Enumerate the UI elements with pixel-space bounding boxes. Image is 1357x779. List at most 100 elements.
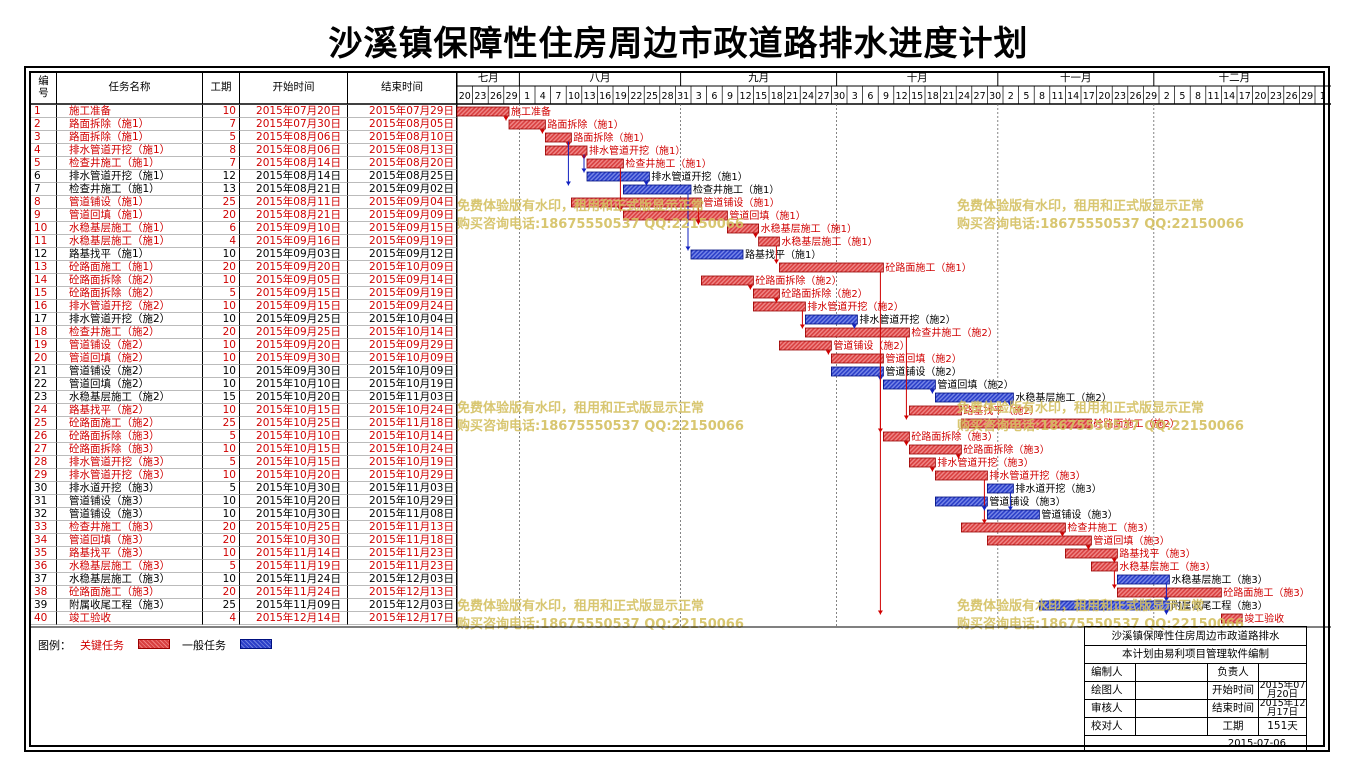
gantt-bar [1065, 548, 1118, 559]
info-checker-value [1135, 717, 1208, 736]
task-cell-start: 2015年09月16日 [240, 235, 348, 248]
task-cell-start: 2015年10月10日 [240, 378, 348, 391]
task-cell-dur: 10 [203, 339, 240, 352]
day-tick-label: 24 [802, 91, 814, 102]
task-cell-id: 32 [31, 508, 57, 521]
task-cell-dur: 10 [203, 508, 240, 521]
task-cell-name: 水稳基层施工（施2） [57, 391, 203, 404]
info-checker-label: 校对人 [1084, 717, 1136, 736]
task-cell-start: 2015年08月14日 [240, 157, 348, 170]
gantt-bar [909, 444, 962, 455]
task-cell-id: 27 [31, 443, 57, 456]
task-cell-name: 排水管道开挖（施2） [57, 313, 203, 326]
task-cell-dur: 8 [203, 144, 240, 157]
task-cell-name: 水稳基层施工（施1） [57, 235, 203, 248]
task-cell-start: 2015年10月15日 [240, 443, 348, 456]
legend-title: 图例： [38, 639, 71, 652]
task-cell-name: 排水管道开挖（施1） [57, 170, 203, 183]
task-cell-name: 砼路面拆除（施2） [57, 274, 203, 287]
month-label: 七月 [478, 72, 499, 84]
month-label: 十一月 [1060, 71, 1092, 84]
day-tick-label: 29 [1145, 91, 1157, 102]
gantt-bar-label: 竣工验收 [1244, 612, 1284, 625]
task-cell-id: 17 [31, 313, 57, 326]
gantt-bar-label: 砼路面施工（施3） [1223, 586, 1309, 599]
task-cell-dur: 10 [203, 443, 240, 456]
gantt-bar [690, 249, 744, 260]
gantt-bar [987, 483, 1014, 494]
task-cell-dur: 15 [203, 391, 240, 404]
task-cell-dur: 5 [203, 482, 240, 495]
task-cell-name: 砼路面拆除（施3） [57, 443, 203, 456]
task-cell-start: 2015年09月15日 [240, 287, 348, 300]
task-cell-name: 管道铺设（施2） [57, 339, 203, 352]
task-cell-name: 排水管道开挖（施3） [57, 469, 203, 482]
task-cell-start: 2015年07月30日 [240, 118, 348, 131]
task-cell-id: 2 [31, 118, 57, 131]
gantt-bar-label: 路基找平（施3） [1119, 547, 1195, 560]
task-cell-start: 2015年09月03日 [240, 248, 348, 261]
task-cell-id: 24 [31, 404, 57, 417]
task-cell-start: 2015年08月06日 [240, 131, 348, 144]
task-cell-name: 砼路面施工（施3） [57, 586, 203, 599]
gantt-bar [753, 288, 780, 299]
gantt-bar-label: 附属收尾工程（施3） [1171, 599, 1267, 612]
task-cell-id: 34 [31, 534, 57, 547]
day-tick-label: 5 [1179, 91, 1185, 102]
info-owner-label: 负责人 [1207, 663, 1259, 682]
task-cell-dur: 10 [203, 300, 240, 313]
gantt-bar [623, 184, 692, 195]
task-cell-name: 管道回填（施2） [57, 378, 203, 391]
task-cell-id: 26 [31, 430, 57, 443]
day-tick-label: 12 [896, 91, 908, 102]
task-cell-start: 2015年12月14日 [240, 612, 348, 625]
dependency-arrowhead [877, 428, 883, 433]
day-tick-label: 2 [1164, 91, 1170, 102]
day-tick-label: 30 [989, 91, 1001, 102]
month-label: 八月 [590, 72, 611, 84]
gantt-bar-label: 路基找平（施2） [963, 404, 1039, 417]
gantt-bar-label: 水稳基层施工（施2） [1015, 391, 1111, 404]
task-cell-start: 2015年11月14日 [240, 547, 348, 560]
task-cell-name: 路面拆除（施1） [57, 131, 203, 144]
task-cell-id: 40 [31, 612, 57, 625]
day-tick-label: 12 [740, 91, 752, 102]
task-cell-dur: 10 [203, 274, 240, 287]
gantt-bar-label: 排水管道开挖（施3） [989, 469, 1085, 482]
legend-critical-swatch [138, 639, 170, 649]
dependency-arrowhead [695, 220, 701, 225]
dependency-arrowhead [747, 285, 753, 290]
dependency-arrowhead [539, 129, 545, 134]
day-tick-label: 20 [1098, 91, 1110, 102]
task-cell-start: 2015年10月15日 [240, 456, 348, 469]
dependency-arrowhead [1111, 584, 1117, 589]
day-tick-label: 27 [974, 91, 986, 102]
page-title: 沙溪镇保障性住房周边市政道路排水进度计划 [328, 24, 1029, 64]
task-cell-dur: 5 [203, 131, 240, 144]
task-cell-name: 管道铺设（施1） [57, 196, 203, 209]
task-cell-id: 33 [31, 521, 57, 534]
gantt-bar-label: 排水管道开挖（施1） [589, 144, 685, 157]
dependency-arrowhead [1059, 532, 1065, 537]
info-compiler-value [1135, 663, 1208, 682]
task-cell-start: 2015年09月20日 [240, 261, 348, 274]
dependency-arrowhead [565, 181, 571, 186]
info-reviewer-value [1135, 699, 1208, 718]
task-cell-name: 附属收尾工程（施3） [57, 599, 203, 612]
dependency-arrowhead [503, 116, 509, 121]
gantt-bar-label: 砼路面拆除（施2） [781, 287, 867, 300]
dependency-arrowhead [1007, 402, 1013, 407]
day-tick-label: 6 [867, 91, 873, 102]
gantt-bar [586, 158, 624, 169]
task-cell-name: 排水管道开挖（施1） [57, 144, 203, 157]
month-label: 九月 [748, 72, 769, 84]
info-drawer-value [1135, 681, 1208, 700]
task-cell-dur: 12 [203, 170, 240, 183]
task-cell-dur: 25 [203, 196, 240, 209]
gantt-bar [586, 171, 650, 182]
watermark-line1: 免费体验版有水印，租用和正式版显示正常 [957, 198, 1204, 214]
gantt-bar-label: 检查井施工（施1） [693, 183, 779, 196]
day-tick-label: 24 [958, 91, 970, 102]
gantt-bar [753, 301, 806, 312]
